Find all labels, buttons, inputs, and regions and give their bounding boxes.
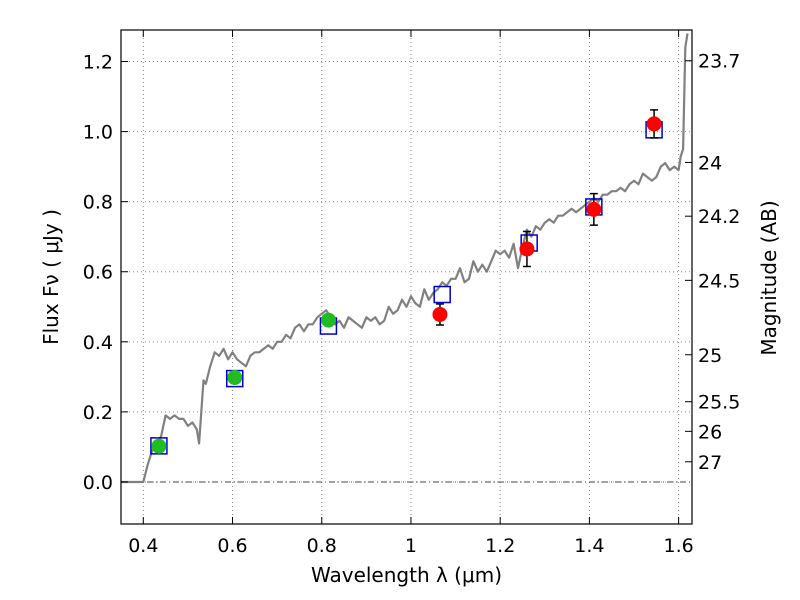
- data-point: [586, 201, 602, 217]
- x-tick-label: 1.6: [664, 535, 694, 557]
- y2-tick-labels: 23.7 24 24.2 24.5 25 25.5 26 27: [698, 51, 740, 474]
- x-tick-label: 0.6: [217, 535, 247, 557]
- y-tick-label: 0.8: [83, 192, 113, 214]
- y2-tick-label: 26: [698, 421, 722, 443]
- photometry-points: [150, 109, 663, 455]
- y-axis-title: Flux Fν ( μJy ): [39, 209, 63, 345]
- x-tick-labels: 0.4 0.6 0.8 1 1.2 1.4 1.6: [128, 535, 694, 557]
- y-tick-label: 1.0: [83, 122, 113, 144]
- model-band-square: [433, 285, 451, 304]
- x-tick-label: 1.2: [485, 535, 515, 557]
- y2-tick-label: 24.2: [698, 206, 740, 228]
- x-axis-title: Wavelength λ (μm): [311, 563, 502, 587]
- y-tick-label: 1.2: [83, 52, 113, 74]
- y-tick-label: 0.6: [83, 262, 113, 284]
- y2-tick-label: 25: [698, 345, 722, 367]
- y2-tick-label: 24.5: [698, 270, 740, 292]
- grid-lines: [121, 30, 692, 524]
- y2-tick-label: 25.5: [698, 392, 740, 414]
- data-point: [519, 241, 535, 257]
- y2-tick-label: 24: [698, 152, 722, 174]
- y-tick-label: 0.0: [83, 472, 113, 494]
- axis-ticks: [121, 30, 692, 524]
- model-band-square: [150, 437, 168, 455]
- data-point: [432, 306, 448, 322]
- data-point: [320, 312, 336, 328]
- data-point: [646, 116, 662, 132]
- y2-axis-title: Magnitude (AB): [757, 200, 781, 355]
- data-point: [151, 438, 167, 454]
- y-tick-labels: 0.0 0.2 0.4 0.6 0.8 1.0 1.2: [83, 52, 113, 494]
- x-tick-label: 1: [405, 535, 417, 557]
- model-spectrum-line: [121, 33, 689, 484]
- plot-frame: [120, 29, 693, 525]
- y-tick-label: 0.2: [83, 402, 113, 424]
- model-spectrum: [121, 33, 689, 484]
- x-tick-label: 0.4: [128, 535, 158, 557]
- data-point: [227, 370, 243, 386]
- x-tick-label: 1.4: [574, 535, 604, 557]
- y-tick-label: 0.4: [83, 332, 113, 354]
- y2-tick-label: 27: [698, 452, 722, 474]
- y2-tick-label: 23.7: [698, 51, 740, 73]
- x-tick-label: 0.8: [307, 535, 337, 557]
